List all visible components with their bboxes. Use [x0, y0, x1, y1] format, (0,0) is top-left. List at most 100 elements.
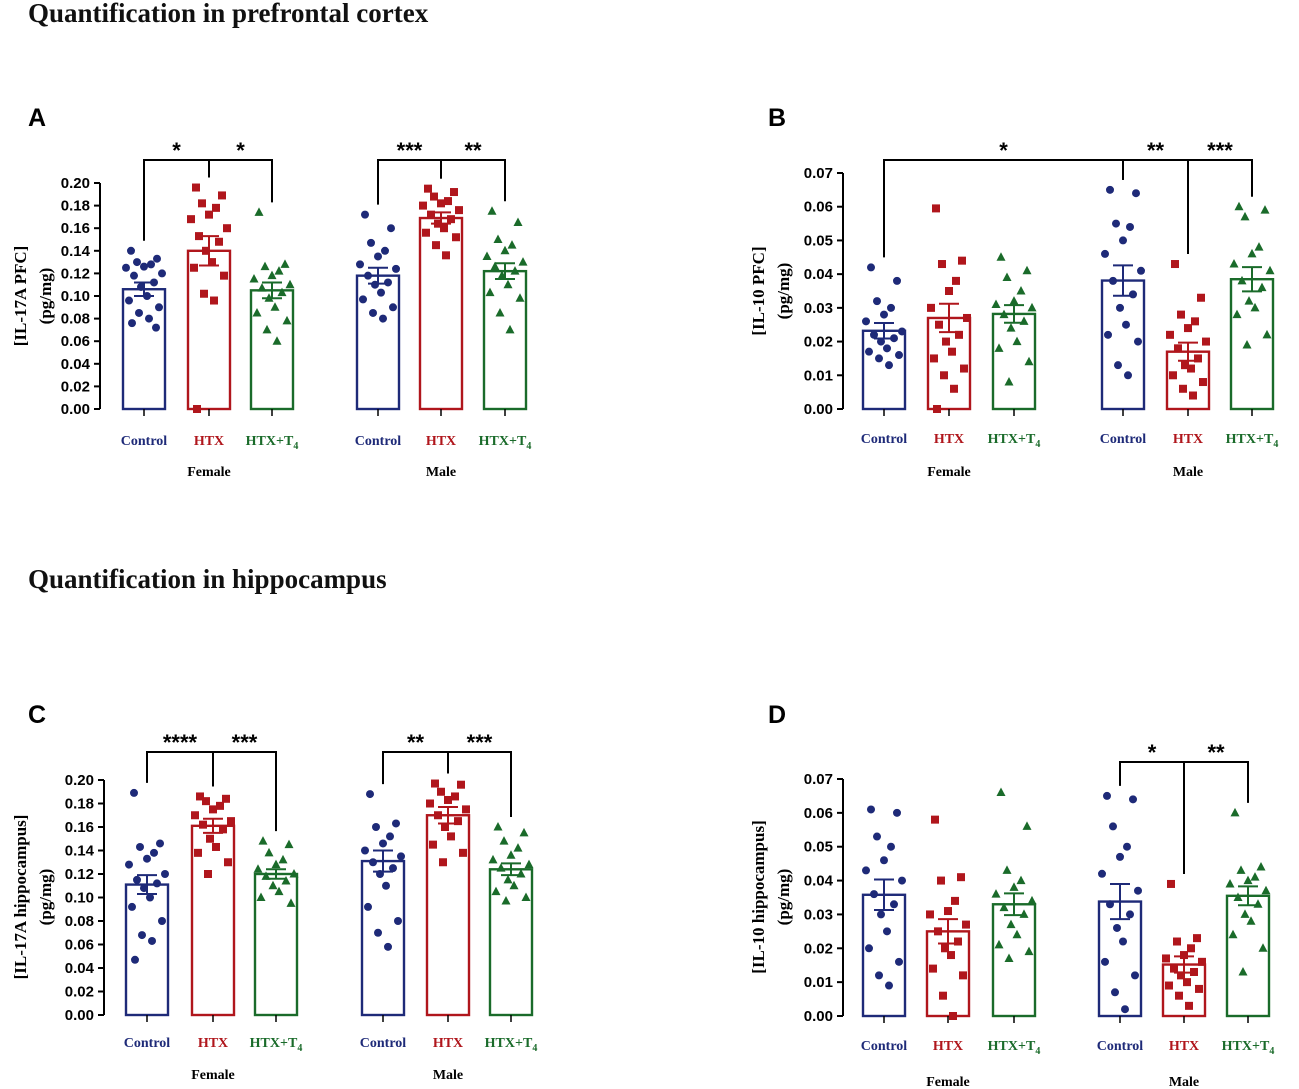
data-point [1236, 865, 1246, 874]
data-point [1126, 910, 1134, 919]
data-point [1232, 309, 1242, 319]
data-point [1121, 1005, 1129, 1014]
data-point [933, 405, 941, 413]
data-point [135, 308, 143, 317]
data-point [452, 233, 460, 242]
data-point [272, 336, 282, 345]
data-point [286, 898, 296, 907]
y-tick-label: 0.12 [61, 265, 90, 282]
data-point [1114, 361, 1122, 370]
significance-label: *** [232, 730, 258, 755]
data-point [948, 347, 956, 356]
data-point [991, 299, 1001, 308]
data-point [898, 876, 906, 885]
data-point [890, 900, 898, 909]
group-label: Male [1173, 465, 1203, 480]
data-point [1012, 336, 1022, 346]
data-point [146, 893, 154, 902]
data-point [1242, 339, 1252, 349]
data-point [366, 790, 374, 799]
data-point [256, 892, 266, 901]
data-point [1250, 302, 1260, 312]
data-point [877, 337, 885, 346]
data-point [1027, 895, 1037, 905]
data-point [1189, 391, 1197, 400]
y-axis-units: (pg/mg) [36, 869, 55, 926]
category-label: HTX+T4 [988, 1039, 1041, 1057]
data-point [500, 245, 510, 255]
data-point [1254, 242, 1264, 251]
data-point [155, 303, 163, 312]
data-point [427, 210, 435, 219]
data-point [455, 206, 463, 215]
category-label-subscript: 4 [526, 441, 531, 452]
data-point [447, 215, 455, 224]
data-point [223, 224, 231, 233]
data-point [1177, 971, 1185, 980]
data-point [877, 910, 885, 919]
category-label: Control [1097, 1039, 1144, 1054]
data-point [187, 215, 195, 224]
data-point [950, 384, 958, 393]
significance-bracket [1183, 761, 1249, 874]
data-point [128, 902, 136, 911]
significance-bracket [212, 751, 277, 832]
data-point [954, 937, 962, 946]
data-point [1238, 966, 1248, 976]
y-tick-label: 0.05 [804, 232, 833, 249]
y-tick-label: 0.06 [804, 199, 833, 216]
category-label: Control [360, 1036, 407, 1051]
bar-male-htx [418, 216, 464, 411]
y-tick-label: 0.18 [61, 198, 90, 215]
significance-bracket [382, 751, 449, 785]
data-point [384, 942, 392, 951]
data-point [136, 842, 144, 851]
data-point [944, 907, 952, 916]
data-point [131, 955, 139, 964]
data-point [426, 799, 434, 808]
data-point [1225, 878, 1235, 888]
data-point [450, 188, 458, 197]
data-point [1002, 865, 1012, 874]
data-point [951, 896, 959, 905]
data-point [372, 823, 380, 831]
data-point [999, 902, 1009, 912]
data-point [488, 854, 498, 864]
data-point [895, 351, 903, 360]
panel-c: C [IL-17A hippocampus] (pg/mg) 0.00 0.02 0.04… [11, 701, 537, 1083]
data-point [281, 876, 291, 885]
data-point [501, 896, 511, 905]
data-point [1132, 189, 1140, 198]
category-label: HTX [426, 434, 456, 449]
data-point [140, 262, 148, 271]
data-point [192, 183, 200, 192]
y-tick-label: 0.20 [61, 175, 90, 192]
data-point [962, 920, 970, 929]
data-point [958, 256, 966, 265]
data-point [485, 287, 495, 297]
data-point [258, 836, 268, 845]
data-point [1240, 909, 1250, 918]
data-point [957, 873, 965, 882]
data-point [1265, 265, 1275, 275]
data-point [1106, 185, 1114, 194]
panel-letter: B [768, 104, 786, 132]
data-point [200, 289, 208, 298]
y-tick-label: 0.01 [804, 367, 833, 384]
data-point [893, 808, 901, 817]
data-point [280, 259, 290, 268]
data-point [883, 344, 891, 353]
data-point [282, 315, 292, 325]
data-point [130, 788, 138, 797]
data-point [503, 874, 513, 884]
data-point [130, 271, 138, 280]
data-point [209, 805, 217, 814]
data-point [932, 204, 940, 213]
data-point [1009, 296, 1019, 305]
data-point [507, 240, 517, 249]
data-point [444, 795, 452, 804]
y-axis-title: [IL-10 hippocampus] [749, 820, 768, 974]
data-point [1229, 259, 1239, 268]
data-point [1016, 286, 1026, 295]
data-point [1119, 236, 1127, 245]
